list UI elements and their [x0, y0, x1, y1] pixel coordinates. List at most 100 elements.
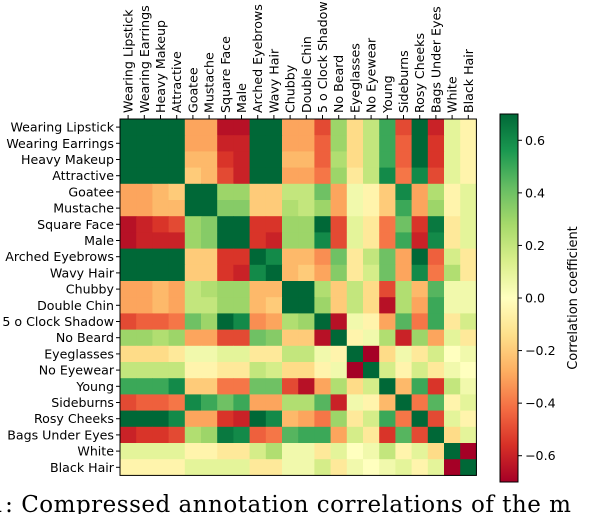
heatmap-cell-r7-c11 [298, 232, 315, 249]
heatmap-cell-r8-c13 [330, 248, 348, 266]
heatmap-cell-r15-c10 [282, 362, 299, 379]
heatmap-cell-r8-c11 [298, 248, 315, 266]
column-label-goatee: Goatee [185, 67, 200, 113]
heatmap-cell-r14-c21 [460, 345, 477, 363]
heatmap-cell-r16-c11 [298, 378, 315, 395]
heatmap-cell-r4-c21 [460, 183, 477, 201]
heatmap-cell-r13-c6 [217, 329, 234, 347]
heatmap-cell-r20-c0 [120, 443, 137, 460]
heatmap-cell-r6-c13 [330, 216, 348, 233]
heatmap-cell-r2-c15 [363, 151, 380, 168]
heatmap-cell-r16-c9 [265, 378, 283, 395]
heatmap-cell-r16-c6 [217, 378, 234, 395]
heatmap-cell-r10-c13 [330, 281, 348, 298]
heatmap-cell-r9-c8 [249, 264, 267, 282]
heatmap-cell-r1-c3 [168, 135, 186, 152]
heatmap-cell-r18-c2 [152, 410, 169, 428]
heatmap-cell-r7-c18 [411, 232, 429, 249]
heatmap-cell-r11-c21 [460, 297, 477, 314]
heatmap-cell-r18-c16 [379, 410, 396, 428]
heatmap-cell-r18-c9 [265, 410, 283, 428]
heatmap-cell-r0-c12 [314, 119, 331, 136]
heatmap-cell-r16-c1 [136, 378, 153, 395]
heatmap-cell-r10-c4 [184, 281, 202, 298]
heatmap-cell-r1-c2 [152, 135, 169, 152]
heatmap-cell-r5-c17 [395, 200, 412, 217]
heatmap-cell-r8-c7 [233, 248, 250, 266]
heatmap-cell-r13-c1 [136, 329, 153, 347]
heatmap-cell-r18-c5 [201, 410, 218, 428]
heatmap-cell-r12-c21 [460, 313, 477, 330]
heatmap-cell-r9-c9 [265, 264, 283, 282]
figure-caption: 1: Compressed annotation correlations of… [0, 492, 572, 514]
heatmap-cell-r10-c20 [444, 281, 461, 298]
heatmap-cell-r12-c9 [265, 313, 283, 330]
column-label-double-chin: Double Chin [299, 36, 314, 113]
column-labels: Wearing Lipstick Wearing Earrings Heavy Ma… [121, 1, 476, 119]
heatmap-cell-r0-c20 [444, 119, 461, 136]
column-label-white: White [445, 76, 460, 113]
heatmap-cell-r18-c1 [136, 410, 153, 428]
heatmap-cell-r13-c2 [152, 329, 169, 347]
heatmap-cell-r13-c10 [282, 329, 299, 347]
heatmap-cell-r14-c17 [395, 345, 412, 363]
heatmap-cell-r0-c0 [120, 119, 137, 136]
heatmap-cell-r15-c13 [330, 362, 348, 379]
heatmap-cell-r21-c5 [201, 459, 218, 476]
column-label-square-face: Square Face [218, 36, 233, 113]
heatmap-cell-r13-c0 [120, 329, 137, 347]
heatmap-cell-r17-c17 [395, 394, 412, 411]
heatmap-cell-r0-c4 [184, 119, 202, 136]
heatmap-cell-r19-c5 [201, 426, 218, 444]
heatmap-cell-r1-c11 [298, 135, 315, 152]
heatmap-cell-r14-c2 [152, 345, 169, 363]
heatmap-cell-r12-c17 [395, 313, 412, 330]
heatmap-cell-r6-c9 [265, 216, 283, 233]
heatmap-cell-r16-c19 [427, 378, 445, 395]
heatmap-cell-r8-c17 [395, 248, 412, 266]
heatmap-cell-r11-c4 [184, 297, 202, 314]
heatmap-cell-r14-c14 [346, 345, 364, 363]
heatmap-cell-r9-c4 [184, 264, 202, 282]
heatmap-cell-r5-c14 [346, 200, 364, 217]
heatmap-cell-r9-c3 [168, 264, 186, 282]
heatmap-cell-r7-c1 [136, 232, 153, 249]
heatmap-cell-r19-c20 [444, 426, 461, 444]
heatmap-cell-r15-c18 [411, 362, 429, 379]
heatmap-cell-r19-c6 [217, 426, 234, 444]
heatmap-cell-r15-c3 [168, 362, 186, 379]
heatmap-cell-r6-c15 [363, 216, 380, 233]
heatmap-cell-r21-c2 [152, 459, 169, 476]
heatmap-cell-r8-c14 [346, 248, 364, 266]
heatmap-cell-r20-c20 [444, 443, 461, 460]
heatmap-cell-r21-c9 [265, 459, 283, 476]
heatmap-cell-r7-c6 [217, 232, 234, 249]
heatmap-cell-r10-c19 [427, 281, 445, 298]
column-label-eyeglasses: Eyeglasses [347, 43, 362, 113]
heatmap-cell-r19-c0 [120, 426, 137, 444]
heatmap-cell-r7-c13 [330, 232, 348, 249]
heatmap-cell-r20-c16 [379, 443, 396, 460]
heatmap-cell-r5-c5 [201, 200, 218, 217]
heatmap-cell-r5-c12 [314, 200, 331, 217]
heatmap-cell-r10-c21 [460, 281, 477, 298]
heatmap-cell-r4-c6 [217, 183, 234, 201]
heatmap-cell-r18-c0 [120, 410, 137, 428]
colorbar-tick-label: 0.4 [525, 185, 545, 200]
heatmap-cell-r21-c4 [184, 459, 202, 476]
heatmap-cell-r2-c9 [265, 151, 283, 168]
heatmap-frame [119, 118, 477, 476]
heatmap-cell-r1-c20 [444, 135, 461, 152]
heatmap-cell-r4-c2 [152, 183, 169, 201]
heatmap-cell-r2-c20 [444, 151, 461, 168]
heatmap-cell-r2-c12 [314, 151, 331, 168]
heatmap-cell-r10-c3 [168, 281, 186, 298]
heatmap-cell-r14-c4 [184, 345, 202, 363]
heatmap-cell-r3-c5 [201, 167, 218, 185]
heatmap-cell-r5-c8 [249, 200, 267, 217]
column-label-sideburns: Sideburns [396, 50, 411, 113]
heatmap-cell-r9-c18 [411, 264, 429, 282]
heatmap-cell-r8-c3 [168, 248, 186, 266]
heatmap-cell-r4-c17 [395, 183, 412, 201]
heatmap-cell-r12-c3 [168, 313, 186, 330]
